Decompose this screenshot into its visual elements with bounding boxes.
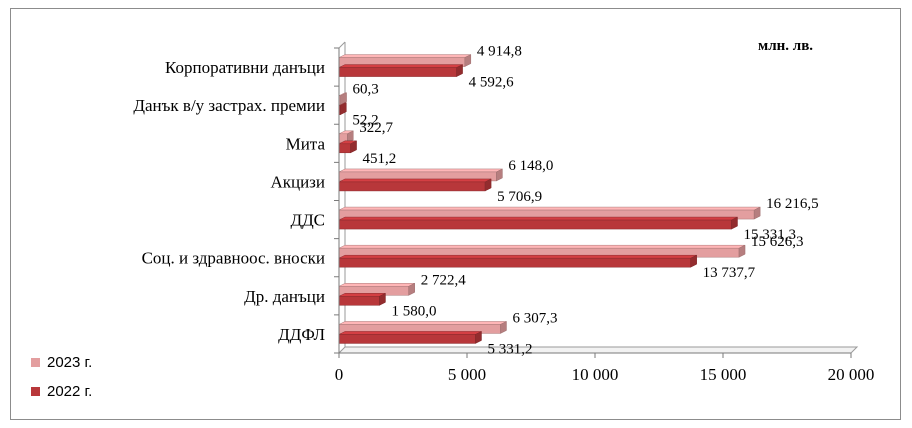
category-label-4: ДДС xyxy=(290,211,325,230)
bar-2022-3 xyxy=(338,178,492,192)
bar-2022-0-top xyxy=(338,64,463,68)
x-tick-label-3: 15 000 xyxy=(700,365,747,384)
bar-2022-2-front xyxy=(338,143,351,154)
bar-2023-4-end xyxy=(753,206,761,220)
data-label-2022-4: 15 331,3 xyxy=(743,227,796,243)
bar-2022-6 xyxy=(338,292,386,306)
data-label-2023-1: 60,3 xyxy=(353,82,379,98)
data-label-2023-2: 322,7 xyxy=(359,120,393,136)
bar-2022-0-front xyxy=(338,67,457,77)
legend-label-2022: 2022 г. xyxy=(47,383,92,400)
chart-frame: Корпоративни данъци Данък в/у застрах. пр… xyxy=(10,8,901,420)
bar-2022-1-end xyxy=(340,102,347,116)
category-label-0: Корпоративни данъци xyxy=(165,58,325,77)
category-label-7: ДДФЛ xyxy=(278,325,325,344)
x-tick-label-4: 20 000 xyxy=(828,365,875,384)
bar-2023-5-end xyxy=(738,244,746,258)
bar-2023-0-top xyxy=(338,54,471,58)
bar-2023-3-top xyxy=(338,168,503,173)
unit-label: млн. лв. xyxy=(758,38,813,54)
data-label-2023-5: 15 626,3 xyxy=(751,234,804,250)
bar-2023-1-end xyxy=(340,92,347,106)
bar-2022-7-front xyxy=(338,334,476,344)
chart-floor-plane xyxy=(337,346,859,354)
bar-2023-3-end xyxy=(496,168,503,182)
bar-2023-4-top xyxy=(338,206,761,211)
bar-2023-0 xyxy=(338,54,472,67)
bar-2023-6-end xyxy=(408,282,415,296)
legend: 2023 г. 2022 г. xyxy=(31,354,92,400)
bar-2023-1 xyxy=(338,92,347,106)
data-label-2023-7: 6 307,3 xyxy=(512,310,557,326)
bar-2023-7-top xyxy=(338,321,507,325)
bar-2022-7 xyxy=(338,331,482,344)
data-label-2022-1: 52,2 xyxy=(352,113,378,129)
data-label-2023-3: 6 148,0 xyxy=(508,158,553,174)
category-labels: Корпоративни данъци Данък в/у застрах. пр… xyxy=(133,58,325,344)
bar-2022-4-end xyxy=(731,216,738,230)
bar-2022-4-top xyxy=(338,216,738,221)
data-label-2022-0: 4 592,6 xyxy=(469,75,515,91)
category-label-2: Мита xyxy=(286,134,326,153)
data-label-2022-5: 13 737,7 xyxy=(703,265,756,281)
bar-2023-7-end xyxy=(500,321,507,334)
bar-chart: Корпоративни данъци Данък в/у застрах. пр… xyxy=(31,38,875,400)
wall-top-edge xyxy=(338,41,346,49)
bar-2022-7-end xyxy=(475,331,482,344)
bar-2022-5-end xyxy=(690,254,697,268)
bar-2022-7-top xyxy=(338,331,482,335)
category-label-1: Данък в/у застрах. премии xyxy=(133,96,325,115)
x-tick-label-1: 5 000 xyxy=(448,365,486,384)
bar-2023-5-top xyxy=(338,244,746,249)
data-label-2022-7: 5 331,2 xyxy=(487,341,532,357)
legend-swatch-2023 xyxy=(31,358,40,367)
legend-swatch-2022 xyxy=(31,387,40,396)
bars-group xyxy=(338,54,761,344)
bar-2022-3-front xyxy=(338,181,486,192)
bar-2022-1 xyxy=(338,102,347,116)
bar-2022-0-end xyxy=(456,64,463,77)
x-tick-label-0: 0 xyxy=(335,365,344,384)
bar-2023-2-end xyxy=(347,130,354,144)
axes-group xyxy=(334,47,852,358)
bar-2022-6-front xyxy=(338,296,380,306)
bar-2022-2-end xyxy=(350,140,357,154)
bar-2022-2 xyxy=(338,140,357,154)
bar-2022-4 xyxy=(338,216,738,230)
bar-2022-6-top xyxy=(338,293,386,297)
category-label-6: Др. данъци xyxy=(244,287,325,306)
category-label-5: Соц. и здравноос. вноски xyxy=(142,249,325,268)
bar-2022-5 xyxy=(338,254,697,268)
data-label-2022-6: 1 580,0 xyxy=(391,303,436,319)
bar-2023-7 xyxy=(338,321,507,334)
x-tick-label-2: 10 000 xyxy=(572,365,619,384)
category-label-3: Акцизи xyxy=(270,172,325,191)
bar-2022-5-top xyxy=(338,254,697,259)
tick-labels: 0 5 000 10 000 15 000 20 000 xyxy=(335,365,875,384)
data-label-2022-2: 451,2 xyxy=(363,151,397,167)
bar-2022-3-top xyxy=(338,178,492,183)
data-label-2022-3: 5 706,9 xyxy=(497,189,542,205)
bar-2022-4-front xyxy=(338,219,732,230)
data-label-2023-6: 2 722,4 xyxy=(421,272,467,288)
bar-2022-5-front xyxy=(338,257,691,268)
bar-2022-3-end xyxy=(484,178,492,192)
bar-2023-6-top xyxy=(338,283,415,287)
data-label-2023-0: 4 914,8 xyxy=(477,44,522,60)
bar-2022-0 xyxy=(338,64,463,77)
bar-2022-6-end xyxy=(379,292,386,306)
bar-2023-0-end xyxy=(464,54,472,67)
data-label-2023-4: 16 216,5 xyxy=(766,196,819,212)
legend-label-2023: 2023 г. xyxy=(47,354,92,371)
